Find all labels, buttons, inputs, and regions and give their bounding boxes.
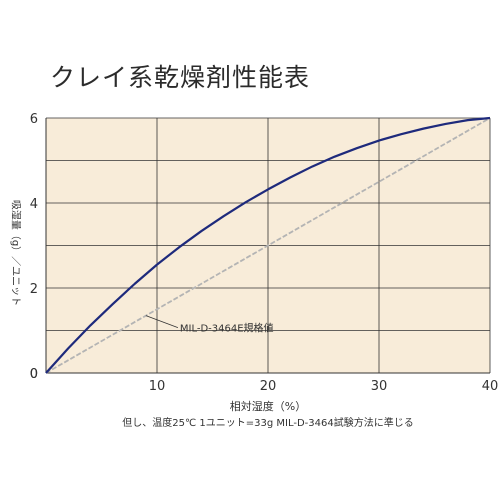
series-line-reference: [45, 117, 491, 374]
y-tick-label: 0: [30, 367, 38, 382]
x-tick-label: 40: [482, 379, 499, 394]
x-tick-label: 20: [260, 379, 277, 394]
annotation-leader-line: [145, 315, 179, 328]
origin-label: 0: [30, 367, 38, 382]
x-tick-label: 10: [149, 379, 166, 394]
y-axis-label: 吸湿量（g）／ユニット: [9, 199, 21, 307]
y-axis-label-container: 吸湿量（g）／ユニット: [2, 188, 32, 318]
y-tick-label: 6: [30, 112, 38, 127]
annotation-label: MIL-D-3464E規格値: [180, 322, 274, 335]
x-axis-label: 相対湿度（%）: [229, 400, 307, 413]
chart-title: クレイ系乾燥剤性能表: [50, 63, 311, 92]
footnote: 但し、温度25℃ 1ユニット=33g MIL-D-3464試験方法に準じる: [122, 418, 414, 429]
y-tick-label: 4: [30, 197, 38, 212]
y-tick-label: 2: [30, 282, 38, 297]
series-line-main: [45, 116, 491, 374]
x-tick-label: 30: [371, 379, 388, 394]
